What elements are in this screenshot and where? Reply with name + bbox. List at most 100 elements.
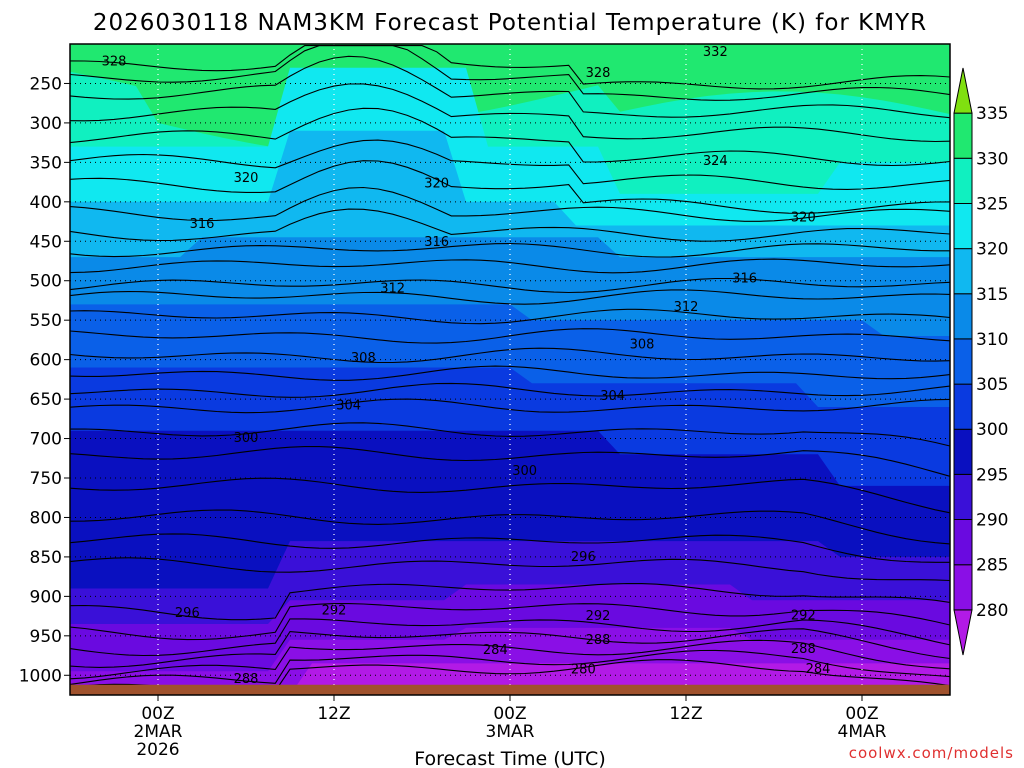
colorbar-label-315: 315 xyxy=(976,285,1008,305)
contour-line-25 xyxy=(69,582,951,621)
contour-line-14 xyxy=(69,328,951,344)
colorbar-label-310: 310 xyxy=(976,330,1008,350)
contour-label-0: 328 xyxy=(102,54,127,69)
colorbar-segment-11 xyxy=(953,112,973,159)
colorbar-segment-10 xyxy=(953,157,973,204)
x-tick-label-48-0: 00Z xyxy=(845,704,878,724)
contour-label-16: 300 xyxy=(234,431,259,446)
contour-line-1 xyxy=(69,45,951,101)
contour-line-3 xyxy=(69,83,951,143)
y-tick-label-550: 550 xyxy=(30,311,62,331)
contour-label-14: 304 xyxy=(336,398,361,413)
contour-label-19: 296 xyxy=(175,606,200,621)
x-tick-label-24-1: 3MAR xyxy=(486,722,535,742)
contour-line-12 xyxy=(69,289,951,305)
x-axis-title: Forecast Time (UTC) xyxy=(414,748,605,768)
contour-line-20 xyxy=(69,446,951,477)
y-tick-label-400: 400 xyxy=(30,193,62,213)
y-tick-label-600: 600 xyxy=(30,351,62,371)
contour-label-13: 308 xyxy=(630,338,655,353)
contour-label-11: 312 xyxy=(674,300,699,315)
y-tick-label-850: 850 xyxy=(30,548,62,568)
x-tick-label-36-0: 12Z xyxy=(669,704,702,724)
colorbar-label-325: 325 xyxy=(976,194,1008,214)
x-tick-label-0-2: 2026 xyxy=(136,740,179,760)
contour-label-18: 296 xyxy=(571,550,596,565)
contour-label-10: 312 xyxy=(380,282,405,297)
colorbar-segment-5 xyxy=(953,383,973,430)
contour-label-4: 320 xyxy=(234,171,259,186)
x-tick-label-0-1: 2MAR xyxy=(134,722,183,742)
contour-label-15: 304 xyxy=(600,389,625,404)
contour-lines xyxy=(69,45,951,692)
colorbar-label-330: 330 xyxy=(976,149,1008,169)
colorbar: 280 285 290 295 300 305 310 315 320 325 330 335 xyxy=(953,67,1008,656)
y-tick-label-250: 250 xyxy=(30,74,62,94)
colorbar-segment-12 xyxy=(953,67,973,114)
contour-label-12: 308 xyxy=(351,351,376,366)
colorbar-segment-7 xyxy=(953,293,973,340)
contour-label-25: 284 xyxy=(483,643,508,658)
contour-line-24 xyxy=(69,557,951,582)
y-tick-label-450: 450 xyxy=(30,232,62,252)
colorbar-label-280: 280 xyxy=(976,601,1008,621)
contour-label-9: 316 xyxy=(732,271,757,286)
ground-strip xyxy=(70,684,950,695)
y-tick-label-750: 750 xyxy=(30,469,62,489)
contour-line-21 xyxy=(69,477,951,514)
colorbar-label-295: 295 xyxy=(976,465,1008,485)
contour-label-3: 324 xyxy=(703,154,728,169)
contour-line-2 xyxy=(69,55,951,119)
contour-line-10 xyxy=(69,258,951,274)
x-tick-label-24-0: 00Z xyxy=(493,704,526,724)
contour-label-20: 292 xyxy=(322,604,347,619)
contour-label-8: 316 xyxy=(424,235,449,250)
y-tick-label-350: 350 xyxy=(30,153,62,173)
colorbar-segment-0 xyxy=(953,609,973,656)
colorbar-label-285: 285 xyxy=(976,556,1008,576)
y-tick-label-800: 800 xyxy=(30,508,62,528)
contour-label-24: 288 xyxy=(791,642,816,657)
contour-label-28: 288 xyxy=(234,672,259,687)
colorbar-label-300: 300 xyxy=(976,420,1008,440)
colorbar-segment-2 xyxy=(953,519,973,566)
x-tick-label-12-0: 12Z xyxy=(317,704,350,724)
colorbar-label-335: 335 xyxy=(976,104,1008,124)
contour-line-26 xyxy=(69,603,951,641)
colorbar-segment-1 xyxy=(953,564,973,611)
contour-line-30 xyxy=(69,649,951,685)
y-tick-label-950: 950 xyxy=(30,627,62,647)
colorbar-label-320: 320 xyxy=(976,240,1008,260)
y-tick-label-900: 900 xyxy=(30,587,62,607)
contour-line-4 xyxy=(69,107,951,167)
contour-label-7: 316 xyxy=(190,217,215,232)
contour-label-17: 300 xyxy=(512,464,537,479)
colorbar-segment-8 xyxy=(953,248,973,295)
contour-line-16 xyxy=(69,365,951,381)
contour-label-5: 320 xyxy=(424,177,449,192)
colorbar-label-305: 305 xyxy=(976,375,1008,395)
colorbar-segment-3 xyxy=(953,473,973,521)
x-tick-label-0-0: 00Z xyxy=(141,704,174,724)
contour-label-21: 292 xyxy=(586,609,611,624)
y-tick-label-300: 300 xyxy=(30,114,62,134)
contour-line-13 xyxy=(69,308,951,325)
contour-label-1: 332 xyxy=(703,45,728,60)
contour-label-27: 280 xyxy=(571,663,596,678)
contour-line-19 xyxy=(69,422,951,447)
y-tick-label-700: 700 xyxy=(30,430,62,450)
contour-label-6: 320 xyxy=(791,211,816,226)
contour-label-23: 288 xyxy=(586,633,611,648)
contour-line-6 xyxy=(69,160,951,214)
contour-line-7 xyxy=(69,186,951,222)
grid-lines xyxy=(70,44,950,695)
colorbar-label-290: 290 xyxy=(976,511,1008,531)
y-axis-ticks: 250 300 350 400 450 500 550 600 650 700 750 800 850 9… xyxy=(19,74,70,686)
contour-label-2: 328 xyxy=(586,66,611,81)
contour-line-29 xyxy=(69,639,951,680)
credit-text: coolwx.com/models xyxy=(849,744,1014,762)
contour-line-28 xyxy=(69,628,951,668)
contour-line-0 xyxy=(69,45,951,90)
